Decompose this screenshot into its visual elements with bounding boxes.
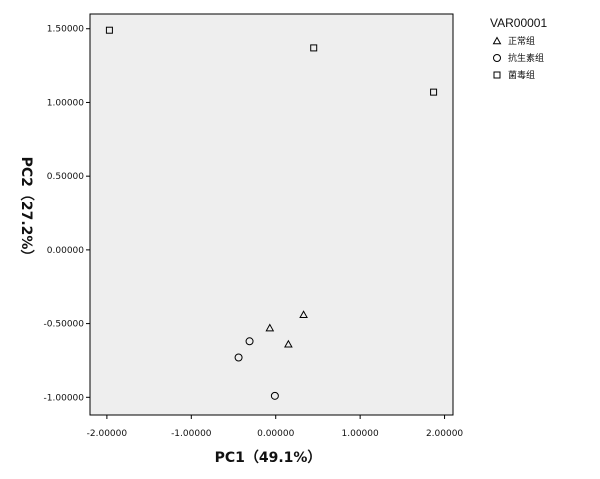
square-point [430,88,438,96]
y-tick-label: 0.50000 [47,172,84,182]
circle-point [234,353,243,362]
y-tick-label: 0.00000 [47,246,84,256]
x-tick-label: -2.00000 [87,429,128,439]
x-tick-label: 2.00000 [426,429,463,439]
square-point [105,26,113,34]
y-tick-label: 1.00000 [47,98,84,108]
y-axis-title: PC2（27.2%） [18,157,34,264]
legend-square-icon [493,71,501,79]
x-tick-label: 1.00000 [342,429,379,439]
x-tick-label: 0.00000 [257,429,294,439]
y-axis: -1.00000 -0.50000 0.00000 0.50000 1.00000 1.5… [44,25,90,403]
triangle-point [299,310,308,319]
y-tick-label: -0.50000 [44,320,85,330]
triangle-point [265,323,275,332]
x-axis: -2.00000 -1.00000 0.00000 1.00000 2.00000 [87,415,463,439]
legend-label: 菌毒组 [508,69,535,81]
plot-area [89,13,454,416]
triangle-point [284,339,293,348]
y-tick-label: -1.00000 [44,393,85,403]
legend-triangle-icon [492,36,502,45]
square-point [310,44,318,52]
legend-circle-icon [493,54,501,62]
circle-point [245,337,254,346]
legend-title: VAR00001 [490,16,547,30]
x-tick-label: -1.00000 [171,429,212,439]
circle-point [270,391,279,400]
data-points [105,26,438,400]
legend-label: 抗生素组 [508,52,544,64]
y-tick-label: 1.50000 [47,25,84,35]
legend-label: 正常组 [508,35,535,47]
x-axis-title: PC1（49.1%） [215,450,322,466]
